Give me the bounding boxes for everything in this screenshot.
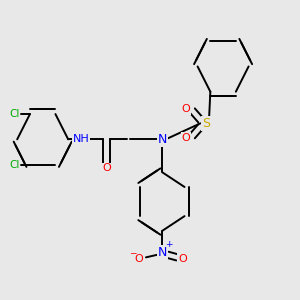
Text: O: O	[182, 133, 190, 142]
Text: O: O	[182, 104, 190, 114]
Text: N: N	[158, 133, 167, 146]
Text: Cl: Cl	[9, 109, 20, 119]
Text: S: S	[202, 117, 210, 130]
Text: O: O	[178, 254, 187, 264]
Text: −: −	[128, 248, 136, 257]
Text: NH: NH	[73, 134, 89, 144]
Text: O: O	[102, 164, 111, 173]
Text: N: N	[158, 245, 167, 259]
Text: +: +	[165, 240, 172, 249]
Text: Cl: Cl	[9, 160, 20, 170]
Text: O: O	[135, 254, 143, 264]
